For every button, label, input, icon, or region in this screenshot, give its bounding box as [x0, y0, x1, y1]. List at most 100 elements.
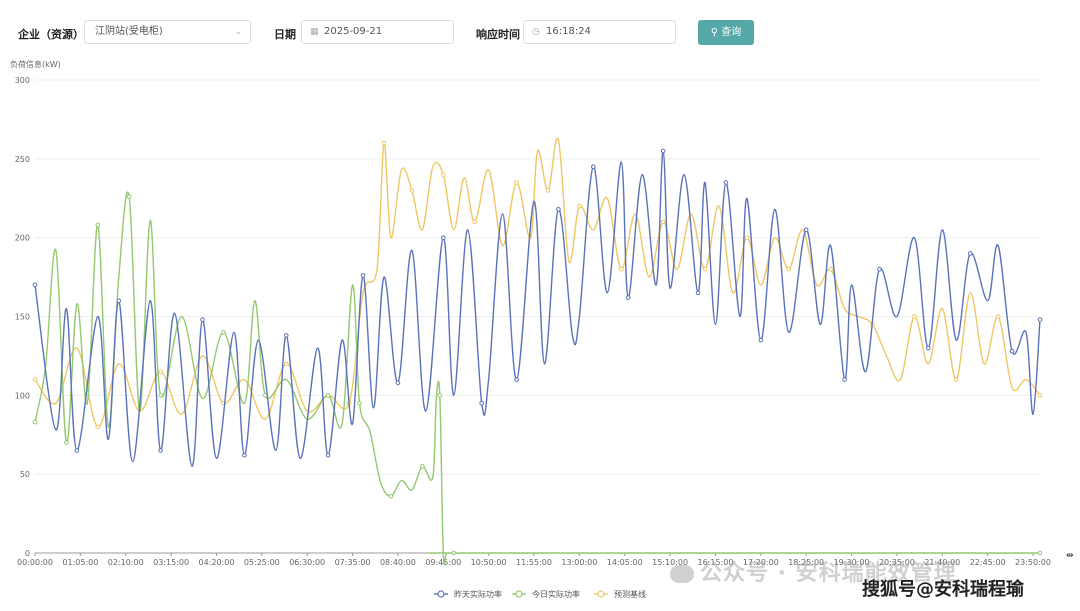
time-label: 响应时间 [476, 28, 520, 41]
calendar-icon: ▦ [310, 27, 319, 37]
data-point-yesterday-power [242, 452, 247, 458]
query-button-label: 查询 [721, 27, 742, 38]
x-tick-label: 00:00:00 [17, 558, 53, 567]
data-point-yesterday-power [556, 206, 561, 212]
data-point-baseline [1037, 393, 1043, 398]
x-tick-label: 17:20:00 [743, 558, 779, 567]
series-line-yesterday-power [34, 150, 1041, 468]
legend-label-baseline: 预测基线 [614, 589, 646, 599]
enterprise-label: 企业（资源） [18, 28, 84, 41]
x-tick-label: 16:15:00 [698, 558, 734, 567]
data-point-today-power [325, 393, 331, 398]
legend-label-today-power: 今日实际功率 [532, 589, 580, 599]
data-point-yesterday-power [158, 448, 163, 453]
data-point-baseline [702, 266, 708, 272]
data-point-yesterday-power [325, 452, 331, 458]
filter-bar: 企业（资源） 江阴站(受电柜) ⌄ 日期 ▦ 2025-09-21 响应时间 ◷… [0, 0, 1080, 64]
data-point-today-power [64, 440, 69, 445]
y-tick-label: 200 [15, 234, 30, 243]
data-point-baseline [514, 180, 519, 185]
data-point-baseline [660, 219, 666, 225]
date-picker[interactable]: ▦ 2025-09-21 [301, 20, 454, 44]
search-icon: ⚲ [710, 27, 719, 38]
x-tick-label: 22:45:00 [970, 558, 1006, 567]
date-label: 日期 [274, 28, 296, 41]
data-point-today-power [95, 222, 101, 228]
data-point-today-power [1037, 550, 1043, 556]
load-chart: 负荷信息(kW) 0 50 100 150 200 250 300 00:00:00 01:05:… [10, 59, 1051, 599]
data-point-today-power [420, 463, 425, 469]
data-point-baseline [409, 188, 415, 193]
x-tick-label: 11:55:00 [516, 558, 552, 567]
data-point-yesterday-power [1009, 348, 1015, 354]
watermark-faded: 公众号 · 安科瑞能效管理 [670, 555, 957, 587]
data-point-today-power [221, 329, 226, 335]
date-value: 2025-09-21 [324, 26, 383, 37]
data-point-yesterday-power [695, 290, 701, 296]
wechat-icon [670, 565, 694, 583]
x-tick-label: 20:35:00 [879, 558, 915, 567]
data-point-today-power [32, 419, 38, 425]
legend-marker-today-power [515, 590, 523, 598]
x-tick-label: 21:40:00 [924, 558, 960, 567]
legend-marker-yesterday-power [437, 590, 445, 598]
y-tick-label: 100 [15, 391, 30, 400]
data-point-yesterday-power [283, 333, 289, 338]
data-point-baseline [158, 369, 163, 374]
data-point-yesterday-power [116, 298, 122, 304]
x-tick-label: 07:35:00 [335, 558, 371, 567]
data-point-yesterday-power [967, 251, 973, 256]
data-point-yesterday-power [440, 235, 446, 240]
clock-icon: ◷ [532, 27, 540, 37]
data-point-yesterday-power [842, 377, 847, 382]
data-point-yesterday-power [32, 282, 38, 288]
axis-end-icon: ⇹ [1066, 551, 1074, 561]
enterprise-select[interactable]: 江阴站(受电柜) ⌄ [84, 20, 251, 44]
data-point-yesterday-power [877, 266, 882, 272]
x-tick-label: 01:05:00 [62, 558, 98, 567]
x-tick-label: 15:10:00 [652, 558, 688, 567]
data-point-today-power [451, 550, 457, 556]
data-point-yesterday-power [74, 448, 80, 453]
data-point-yesterday-power [395, 380, 401, 386]
data-point-baseline [786, 266, 792, 272]
x-tick-label: 02:10:00 [108, 558, 144, 567]
x-tick-label: 23:50:00 [1015, 558, 1051, 567]
data-point-yesterday-power [360, 273, 366, 278]
x-tick-label: 18:25:00 [788, 558, 824, 567]
time-picker[interactable]: ◷ 16:18:24 [523, 20, 676, 44]
data-point-baseline [283, 361, 289, 367]
data-point-baseline [440, 172, 446, 177]
data-point-baseline [953, 377, 959, 382]
data-point-today-power [158, 393, 163, 398]
data-point-today-power [357, 400, 362, 406]
data-point-baseline [618, 266, 624, 272]
data-point-yesterday-power [723, 180, 729, 185]
data-point-baseline [95, 424, 101, 430]
data-point-yesterday-power [625, 295, 631, 300]
y-tick-label: 250 [15, 155, 30, 164]
watermark-faded-text: 公众号 · 安科瑞能效管理 [700, 561, 957, 586]
x-tick-label: 14:05:00 [607, 558, 643, 567]
x-tick-label: 04:20:00 [198, 558, 234, 567]
x-tick-label: 13:00:00 [561, 558, 597, 567]
data-point-baseline [32, 377, 38, 382]
time-value: 16:18:24 [546, 26, 591, 37]
data-point-baseline [828, 266, 833, 272]
y-tick-label: 0 [25, 549, 30, 558]
enterprise-select-value: 江阴站(受电柜) [95, 26, 163, 37]
query-button[interactable]: ⚲ 查询 [698, 20, 754, 45]
x-tick-label: 10:50:00 [471, 558, 507, 567]
data-point-today-power [126, 194, 132, 199]
data-point-baseline [577, 203, 582, 209]
data-point-yesterday-power [479, 400, 484, 406]
x-tick-label: 19:30:00 [834, 558, 870, 567]
data-point-baseline [744, 235, 750, 240]
data-point-yesterday-power [1037, 317, 1043, 322]
y-tick-label: 300 [15, 76, 30, 85]
data-point-yesterday-power [200, 317, 205, 322]
data-point-yesterday-power [926, 345, 931, 351]
y-axis-label: 负荷信息(kW) [10, 59, 61, 69]
chevron-down-icon: ⌄ [234, 27, 242, 37]
data-point-yesterday-power [514, 377, 519, 382]
